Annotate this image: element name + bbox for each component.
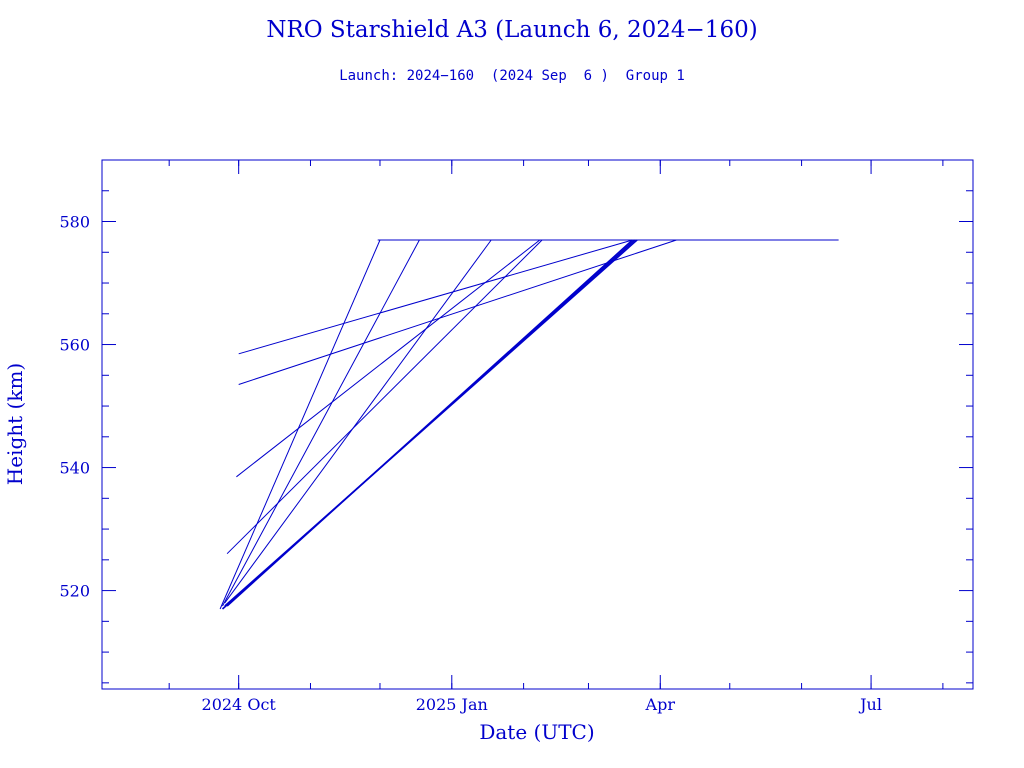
y-tick-label: 520 (59, 582, 90, 601)
x-tick-label: Apr (645, 695, 676, 714)
y-tick-label: 560 (59, 336, 90, 355)
x-tick-label: 2024 Oct (202, 695, 277, 714)
y-axis-label: Height (km) (3, 363, 27, 485)
axis-ticks (102, 159, 973, 689)
series-line-9 (238, 239, 633, 355)
chart-subtitle: Launch: 2024−160 (2024 Sep 6 ) Group 1 (339, 68, 685, 84)
x-tick-label: 2025 Jan (416, 695, 488, 714)
y-tick-labels: 520 540 560 580 (59, 213, 90, 601)
data-series (219, 239, 839, 610)
chart-title: NRO Starshield A3 (Launch 6, 2024−160) (266, 17, 757, 43)
x-axis-label: Date (UTC) (479, 720, 594, 744)
y-tick-label: 580 (59, 213, 90, 232)
plot-frame (101, 159, 974, 690)
series-line-7 (236, 239, 541, 478)
y-tick-label: 540 (59, 459, 90, 478)
series-line-3 (224, 239, 492, 604)
series-line-8 (226, 239, 543, 555)
series-line-2 (222, 239, 420, 607)
series-line-6 (226, 239, 634, 607)
series-line-10 (238, 239, 677, 385)
x-tick-labels: 2024 Oct 2025 Jan Apr Jul (202, 695, 882, 714)
x-tick-label: Jul (858, 695, 882, 714)
series-line-1 (219, 239, 381, 610)
